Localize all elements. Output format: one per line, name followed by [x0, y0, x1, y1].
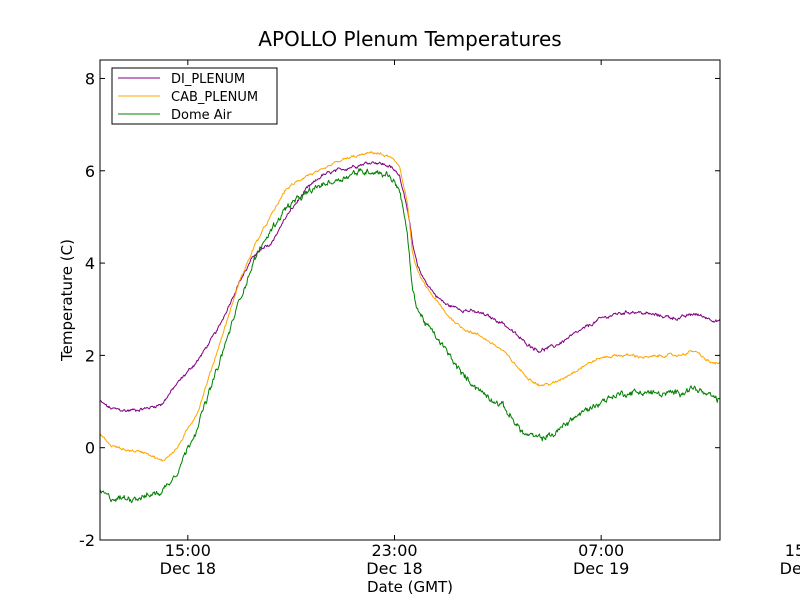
y-axis: -2 0 2 4 6 8 — [79, 69, 720, 550]
series-line-cab-plenum — [100, 151, 720, 462]
y-tick-label: 4 — [85, 254, 95, 273]
y-tick-label: 8 — [85, 69, 95, 88]
legend-label-cab-plenum: CAB_PLENUM — [171, 90, 258, 105]
y-tick-label: 2 — [85, 346, 95, 365]
x-axis-title: Date (GMT) — [367, 578, 453, 596]
chart-title: APOLLO Plenum Temperatures — [258, 27, 561, 51]
legend-label-di-plenum: DI_PLENUM — [171, 72, 245, 87]
series-line-dome-air — [100, 168, 720, 504]
legend-label-dome-air: Dome Air — [171, 108, 232, 123]
x-tick-date-label: Dec 18 — [366, 559, 422, 578]
y-tick-label: -2 — [79, 531, 95, 550]
x-tick-time-label: 07:00 — [578, 541, 624, 560]
y-tick-label: 0 — [85, 439, 95, 458]
y-axis-title: Temperature (C) — [58, 239, 76, 362]
x-tick-time-label: 15:00 — [785, 541, 800, 560]
x-tick-time-label: 23:00 — [371, 541, 417, 560]
legend-box — [111, 67, 278, 125]
legend: DI_PLENUM CAB_PLENUM Dome Air — [111, 67, 278, 125]
series-layer — [100, 151, 720, 504]
x-tick-date-label: Dec 18 — [160, 559, 216, 578]
plot-frame — [99, 59, 721, 541]
y-tick-label: 6 — [85, 162, 95, 181]
x-tick-date-label: Dec 19 — [780, 559, 800, 578]
x-tick-date-label: Dec 19 — [573, 559, 629, 578]
x-tick-time-label: 15:00 — [165, 541, 211, 560]
